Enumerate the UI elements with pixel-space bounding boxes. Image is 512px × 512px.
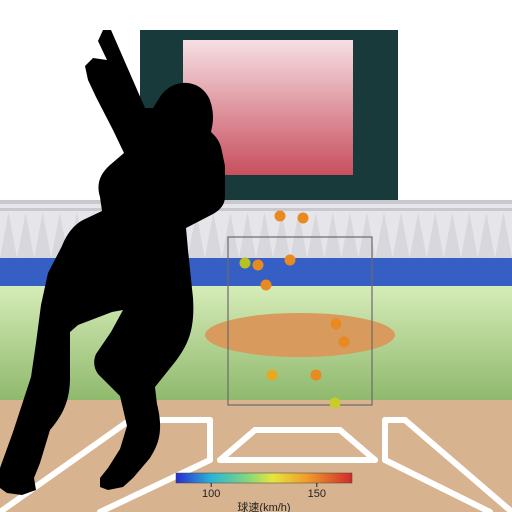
legend-label: 球速(km/h) [237, 500, 290, 512]
pitch-marker [253, 260, 264, 271]
pitch-marker [311, 370, 322, 381]
legend-bar [176, 473, 352, 483]
pitch-marker [339, 337, 350, 348]
pitch-marker [331, 319, 342, 330]
pitch-marker [285, 255, 296, 266]
stand-rail [0, 200, 512, 204]
pitch-marker [298, 213, 309, 224]
mound [205, 313, 395, 357]
legend-tick-label: 100 [202, 488, 220, 500]
pitch-marker [275, 211, 286, 222]
pitch-marker [267, 370, 278, 381]
pitch-marker [261, 280, 272, 291]
pitch-marker [240, 258, 251, 269]
legend-tick-label: 150 [308, 488, 326, 500]
pitch-marker [330, 398, 341, 409]
stand-rail [0, 208, 512, 211]
